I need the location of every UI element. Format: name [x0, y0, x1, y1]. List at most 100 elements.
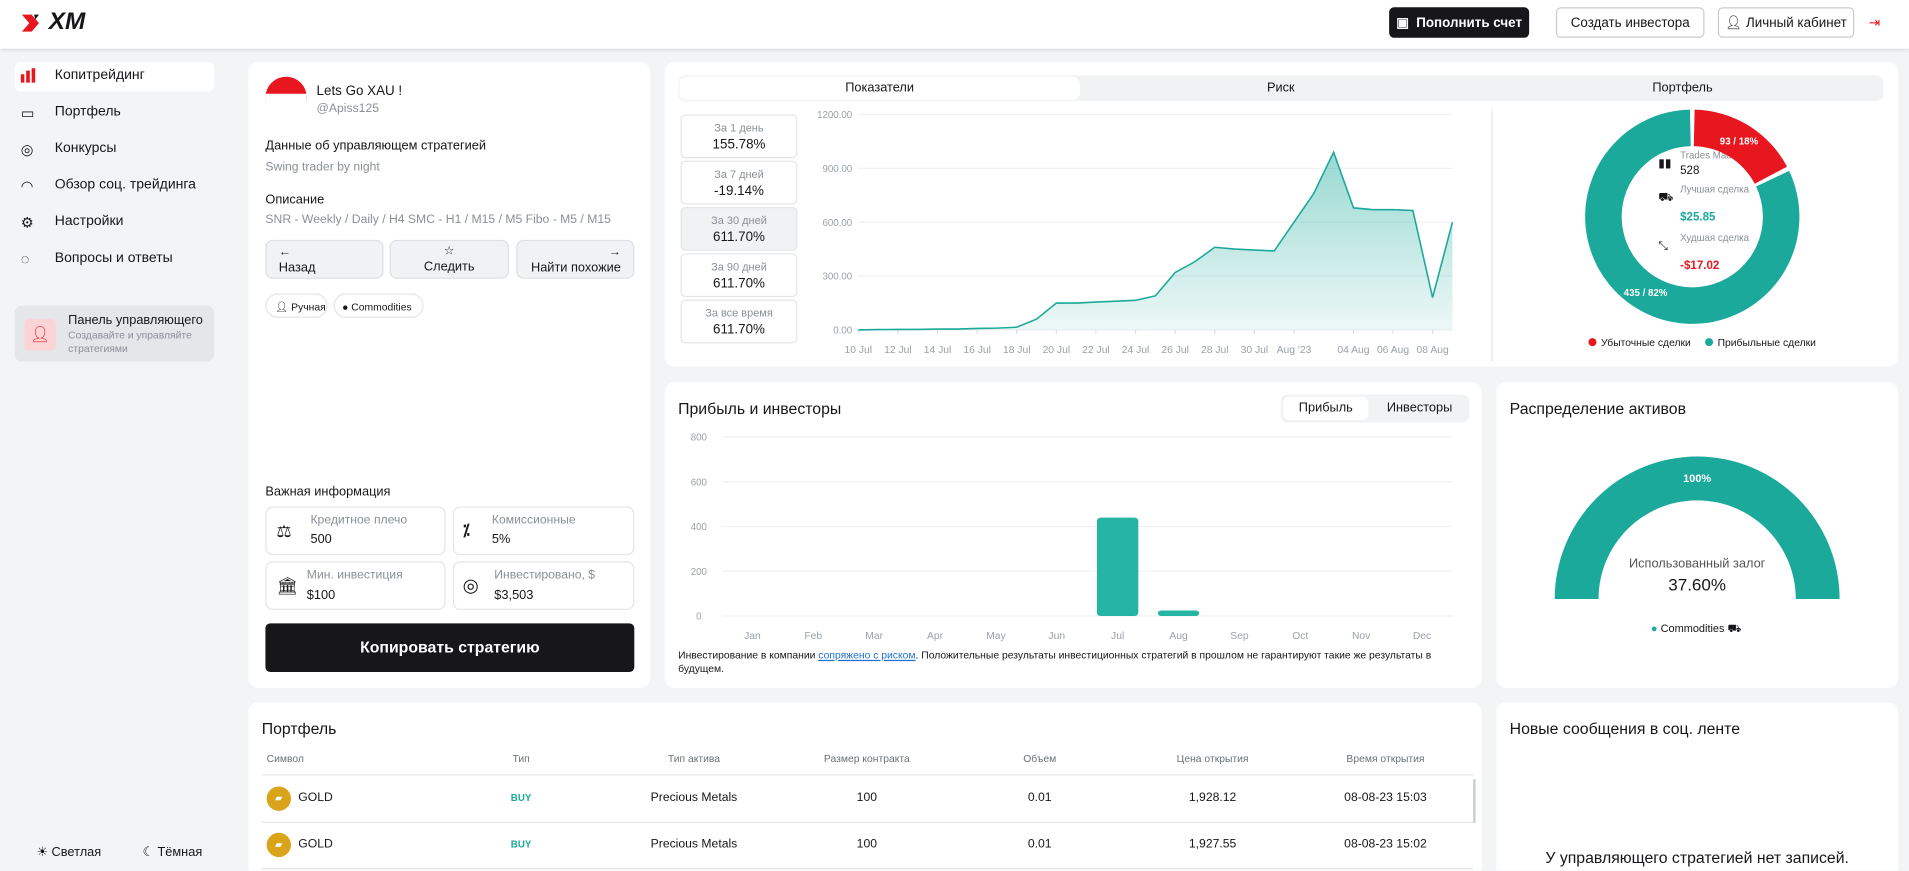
tag: ● Commodities — [333, 293, 424, 318]
row-line — [261, 774, 1474, 776]
profile-name: Lets Go XAU ! — [316, 84, 403, 99]
info-box: ⁒ Комиссионные 5% — [452, 506, 635, 556]
nav-icon: ◎ — [20, 141, 34, 159]
period-label: За 90 дней — [711, 260, 767, 273]
cell: GOLD — [298, 791, 333, 805]
cell: 08-08-23 15:02 — [1344, 837, 1427, 851]
button-label: Найти похожие — [530, 260, 621, 276]
cell: Precious Metals — [650, 791, 738, 805]
info-value: 5% — [491, 532, 511, 547]
disclaimer: Инвестирование в компании сопряжено с ри… — [678, 649, 1457, 676]
copy-button[interactable]: Копировать стратегию — [265, 623, 635, 673]
divider — [1491, 109, 1493, 362]
column-header: Символ — [266, 752, 304, 765]
stat-label: Лучшая сделка — [1680, 183, 1749, 195]
tab[interactable]: Риск — [1266, 80, 1295, 95]
period-value: 611.70% — [713, 322, 765, 338]
nav-icon: ⚙ — [20, 214, 34, 232]
button-label: Назад — [278, 260, 316, 276]
nav-item[interactable]: Портфель — [54, 104, 121, 120]
disclaimer-text: Инвестирование в компании — [678, 648, 819, 662]
similar-button[interactable]: → Найти похожие — [516, 239, 635, 279]
toggle-active[interactable]: Прибыль — [1283, 396, 1369, 421]
manager-text: Swing trader by night — [265, 160, 380, 175]
portfolio-title: Портфель — [261, 719, 337, 738]
cell: 08-08-23 15:03 — [1344, 791, 1427, 805]
description: SNR - Weekly / Daily / H4 SMC - H1 / M15… — [265, 213, 611, 227]
theme-dark[interactable]: ☾ Тёмная — [142, 844, 203, 860]
column-header: Размер контракта — [823, 752, 910, 765]
flag — [265, 76, 307, 102]
nav-item[interactable]: Вопросы и ответы — [54, 250, 173, 266]
profit-title: Прибыль и инвесторы — [678, 399, 842, 418]
cabinet-button[interactable]: 👤︎ Личный кабинет — [1717, 7, 1855, 38]
info-box: 🏛︎ Мин. инвестиция $100 — [265, 561, 446, 610]
button-label: Личный кабинет — [1745, 15, 1847, 30]
period-value: -19.14% — [714, 183, 764, 199]
nav-item[interactable]: Настройки — [54, 214, 124, 229]
period-value: 611.70% — [713, 230, 765, 245]
column-header: Тип актива — [667, 752, 721, 765]
row-line — [261, 867, 1474, 869]
period-box[interactable]: За 90 дней 611.70% — [680, 253, 798, 298]
info-label: Комиссионные — [491, 513, 576, 528]
nav-item[interactable]: Обзор соц. трейдинга — [54, 177, 196, 193]
info-label: Инвестировано, $ — [494, 568, 596, 582]
cell: 1,928.12 — [1188, 791, 1237, 805]
row-line — [261, 821, 1474, 824]
cell: GOLD — [298, 837, 333, 851]
stat-icon: ⤡ — [1658, 239, 1668, 254]
nav-icon: ◌ — [20, 250, 30, 268]
stat-icon: ▮▮ — [1658, 157, 1672, 171]
period-box[interactable]: За все время 611.70% — [680, 299, 798, 344]
nav-icon: ▭ — [20, 104, 35, 122]
gauge-value: 37.60% — [1668, 574, 1727, 595]
cell: BUY — [510, 838, 532, 850]
assets-title: Распределение активов — [1509, 399, 1687, 418]
nav-item[interactable]: Конкурсы — [54, 141, 117, 156]
deposit-button[interactable]: ▣ Пополнить счет — [1389, 7, 1530, 38]
period-label: За 30 дней — [711, 214, 767, 227]
info-box: ◎ Инвестировано, $ $3,503 — [452, 561, 635, 610]
tab-active[interactable]: Показатели — [679, 76, 1080, 100]
description-label: Описание — [265, 192, 325, 207]
manager-icon: 👤︎ — [24, 318, 57, 351]
cell: BUY — [510, 792, 532, 804]
nav-active — [14, 62, 215, 92]
feed-empty: У управляющего стратегией нет записей. — [1545, 848, 1849, 867]
create-investor-button[interactable]: Создать инвестора — [1555, 7, 1705, 38]
period-box[interactable]: За 7 дней -19.14% — [680, 160, 798, 205]
assets-card — [1496, 382, 1899, 688]
logout-icon[interactable]: ⇥ — [1868, 15, 1881, 31]
cell: 1,927.55 — [1188, 837, 1237, 851]
period-box[interactable]: За 30 дней 611.70% — [680, 206, 798, 251]
period-box[interactable]: За 1 день 155.78% — [680, 114, 798, 159]
column-header: Объем — [1023, 752, 1057, 765]
tag-label: Commodities — [351, 300, 412, 313]
nav-item[interactable]: Копитрейдинг — [54, 68, 145, 83]
profit-card — [664, 382, 1482, 688]
theme-light[interactable]: ☀ Светлая — [36, 844, 102, 860]
info-box: ⚖ Кредитное плечо 500 — [265, 506, 446, 556]
tab[interactable]: Портфель — [1652, 80, 1713, 95]
gold-icon: ▰ — [266, 832, 291, 857]
back-button[interactable]: ← Назад — [265, 239, 384, 279]
stat-value: 528 — [1680, 164, 1700, 178]
logo-icon — [21, 14, 39, 32]
manager-text: Создавайте и управляйте стратегиями — [68, 328, 192, 355]
info-title: Важная информация — [265, 484, 391, 500]
stat-label: Trades Made — [1680, 149, 1738, 161]
follow-button[interactable]: ☆ Следить — [389, 239, 509, 279]
cell: 100 — [856, 837, 877, 851]
toggle-option[interactable]: Инвесторы — [1386, 400, 1453, 416]
cell: 0.01 — [1027, 791, 1052, 805]
risk-link[interactable]: сопряжено с риском — [818, 648, 916, 662]
gauge-label: Использованный залог — [1628, 556, 1766, 571]
nav-icon — [20, 68, 36, 83]
period-value: 611.70% — [713, 276, 765, 291]
gauge-legend: ● Commodities ⛟ — [1650, 622, 1742, 635]
cell: Precious Metals — [650, 837, 738, 851]
cell: 0.01 — [1027, 837, 1052, 851]
feed-title: Новые сообщения в соц. ленте — [1509, 719, 1741, 738]
